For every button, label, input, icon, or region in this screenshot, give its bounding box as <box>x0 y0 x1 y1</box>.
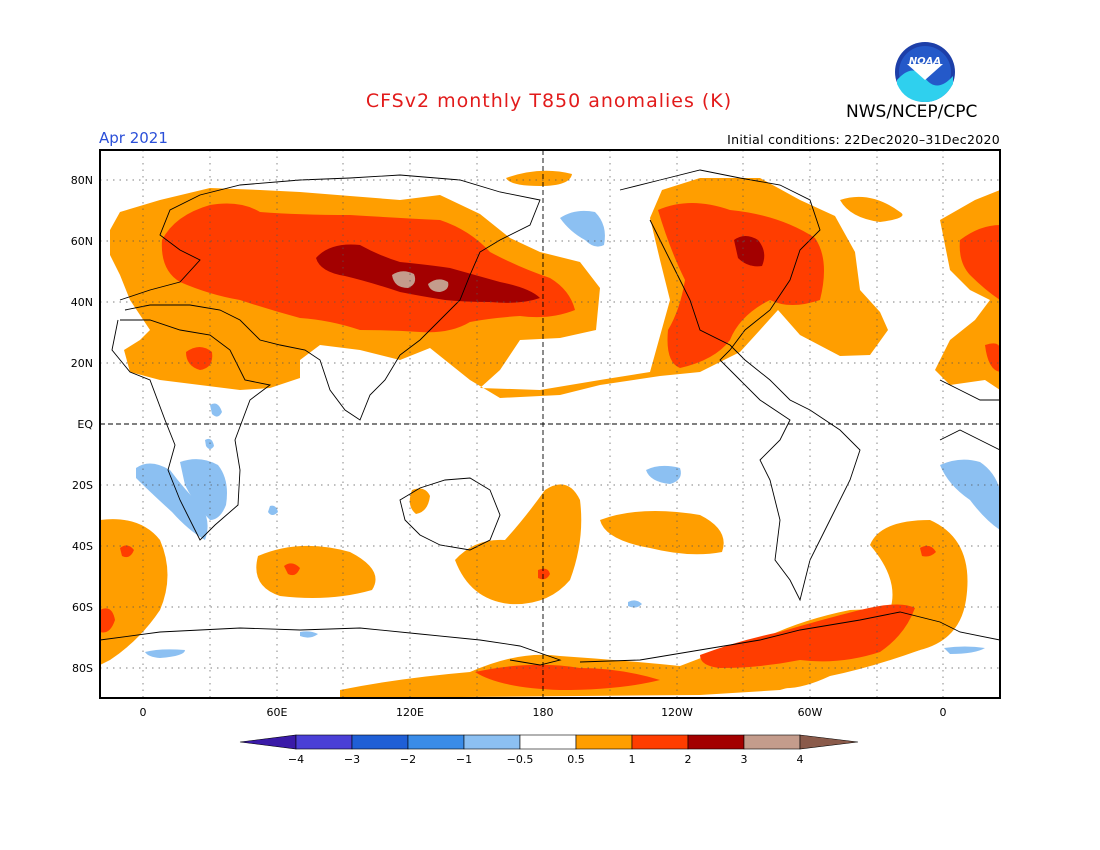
colorbar-low-arrow <box>239 734 297 750</box>
colorbar-label: 0.5 <box>567 753 585 766</box>
reference-lines <box>100 150 1000 698</box>
colorbar-label: 4 <box>797 753 804 766</box>
lat-label: 40N <box>71 296 93 309</box>
colorbar-high-arrow <box>799 734 859 750</box>
lat-label: 60S <box>72 601 93 614</box>
lat-label: EQ <box>77 418 93 431</box>
lon-label: 0 <box>940 706 947 719</box>
colorbar-swatch <box>295 734 353 750</box>
lat-label: 80N <box>71 174 93 187</box>
agency-label: NWS/NCEP/CPC <box>846 102 978 122</box>
lon-label: 0 <box>140 706 147 719</box>
colorbar-label: −1 <box>456 753 472 766</box>
colorbar-label: 1 <box>629 753 636 766</box>
colorbar: −4 −3 −2 −1 −0.5 0.5 1 2 3 4 <box>239 734 859 766</box>
initial-conditions: Initial conditions: 22Dec2020–31Dec2020 <box>727 132 1000 147</box>
colorbar-label: −0.5 <box>507 753 534 766</box>
colorbar-label: −3 <box>344 753 360 766</box>
colorbar-label: −2 <box>400 753 416 766</box>
lon-label: 120E <box>396 706 424 719</box>
lat-label: 20N <box>71 357 93 370</box>
longitude-labels: 0 60E 120E 180 120W 60W 0 <box>140 706 947 719</box>
colorbar-label: −4 <box>288 753 304 766</box>
colorbar-swatch <box>463 734 521 750</box>
lon-label: 120W <box>661 706 693 719</box>
colorbar-swatch <box>743 734 801 750</box>
noaa-logo: NOAA <box>895 42 955 102</box>
colorbar-swatch <box>407 734 465 750</box>
logo-text: NOAA <box>909 56 941 67</box>
colorbar-label: 3 <box>741 753 748 766</box>
anomaly-2-3 <box>316 236 765 303</box>
lat-label: 60N <box>71 235 93 248</box>
anomaly-3-4 <box>392 271 449 292</box>
lon-label: 60E <box>267 706 288 719</box>
lon-label: 180 <box>533 706 554 719</box>
lat-label: 40S <box>72 540 93 553</box>
colorbar-swatch <box>351 734 409 750</box>
map-frame <box>99 149 1001 699</box>
colorbar-swatch <box>575 734 633 750</box>
latitude-labels: 80N 60N 40N 20N EQ 20S 40S 60S 80S <box>71 174 94 675</box>
colorbar-swatch <box>687 734 745 750</box>
lat-label: 20S <box>72 479 93 492</box>
colorbar-label: 2 <box>685 753 692 766</box>
forecast-month: Apr 2021 <box>99 129 168 147</box>
lat-label: 80S <box>72 662 93 675</box>
coastlines <box>100 169 1000 666</box>
colorbar-swatch <box>519 734 577 750</box>
colorbar-swatch <box>631 734 689 750</box>
map-field <box>100 150 1000 698</box>
anomaly-neg-0.5-1 <box>136 210 1000 658</box>
lon-label: 60W <box>798 706 823 719</box>
map-title: CFSv2 monthly T850 anomalies (K) <box>365 90 733 112</box>
